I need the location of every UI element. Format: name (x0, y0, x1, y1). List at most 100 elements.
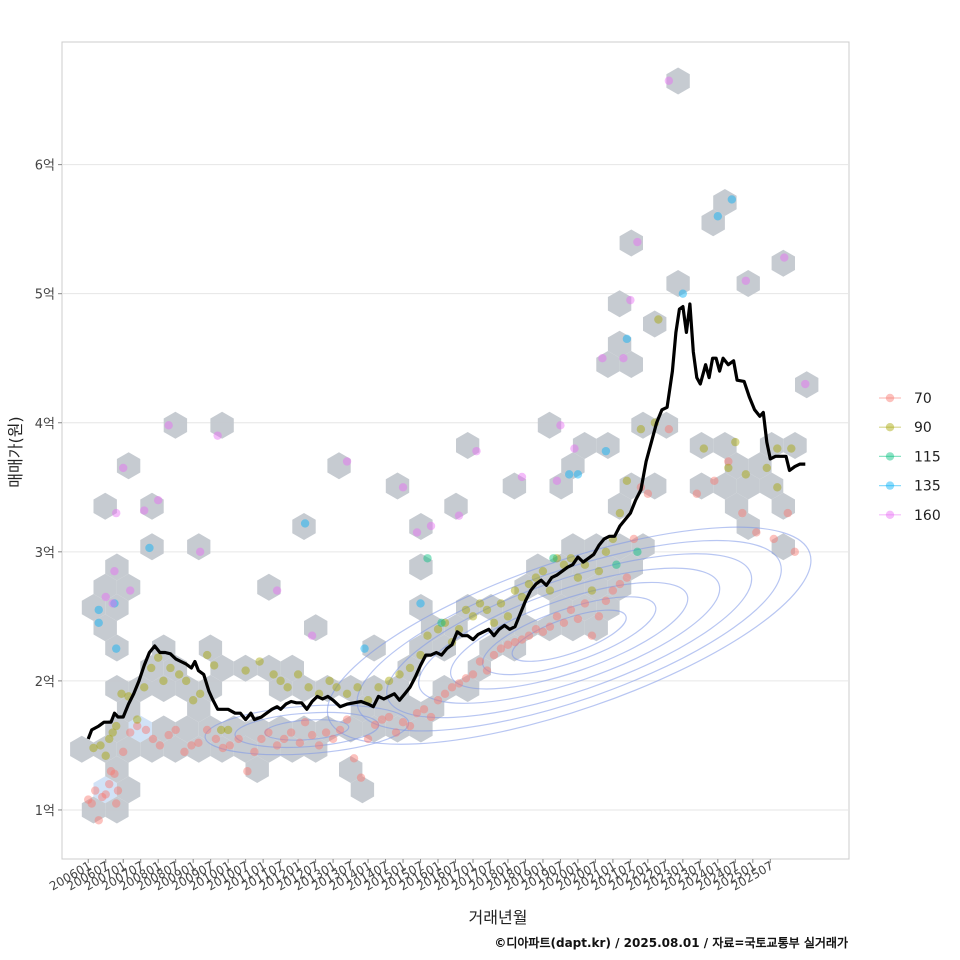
x-axis-ticks: 2006012006072007012007072008012008072009… (47, 858, 776, 893)
y-tick-label: 5억 (35, 288, 55, 303)
hex-bin (759, 472, 784, 500)
data-point-90 (108, 728, 117, 737)
data-point-90 (139, 683, 149, 692)
hex-bin (479, 594, 503, 621)
data-point-160 (552, 476, 562, 486)
data-point-70 (384, 712, 394, 722)
data-point-70 (622, 573, 632, 582)
hex-bin (783, 432, 807, 459)
hex-bin (537, 614, 562, 642)
hex-bin (549, 553, 573, 581)
hex-bin (280, 654, 304, 682)
data-point-90 (101, 751, 110, 760)
data-point-90 (146, 663, 156, 673)
data-point-135 (678, 289, 688, 298)
data-point-90 (342, 689, 352, 698)
data-point-160 (307, 631, 317, 640)
data-point-90 (545, 586, 555, 595)
hex-bin (105, 796, 129, 824)
hex-bin (198, 634, 223, 662)
data-point-70 (300, 717, 310, 727)
legend-label: 160 (914, 508, 941, 524)
data-point-160 (412, 528, 422, 537)
data-point-135 (622, 334, 632, 344)
data-point-70 (321, 728, 331, 737)
data-point-70 (363, 734, 373, 744)
data-point-90 (741, 470, 751, 479)
hex-bin (619, 229, 643, 257)
data-point-160 (126, 586, 135, 595)
data-point-160 (426, 521, 436, 531)
data-point-70 (398, 717, 408, 727)
hex-bin (280, 735, 304, 763)
data-point-90 (699, 444, 709, 453)
data-point-70 (510, 637, 520, 647)
data-point-70 (91, 786, 100, 795)
data-point-70 (257, 734, 266, 744)
data-point-115 (612, 560, 621, 569)
data-point-90 (787, 444, 796, 453)
hex-bin (210, 411, 234, 439)
hex-bin (748, 452, 772, 480)
data-point-135 (145, 543, 154, 553)
data-point-70 (538, 627, 548, 637)
hex-bin (339, 756, 363, 783)
hex-bin (549, 594, 573, 621)
hex-bin (409, 513, 433, 540)
data-point-70 (112, 799, 121, 808)
hex-bin (514, 614, 538, 642)
hex-bin (526, 553, 550, 581)
hex-bin (713, 472, 737, 500)
data-point-70 (84, 795, 93, 804)
data-point-70 (559, 618, 569, 628)
hex-bin (339, 715, 363, 743)
data-point-70 (412, 708, 422, 718)
hex-bin (643, 472, 667, 500)
data-point-90 (468, 612, 478, 621)
data-point-135 (94, 605, 103, 615)
data-point-70 (342, 715, 352, 724)
hex-bin (713, 432, 737, 459)
data-point-90 (594, 566, 604, 576)
data-point-70 (202, 725, 212, 735)
hex-bin (105, 594, 129, 621)
data-point-90 (166, 663, 175, 673)
data-point-70 (356, 773, 366, 782)
hex-bin (257, 654, 281, 682)
data-point-90 (216, 725, 226, 735)
hex-bin (736, 270, 760, 297)
data-point-90 (517, 592, 527, 602)
data-point-160 (517, 472, 527, 482)
hex-bin (666, 67, 690, 95)
hex-bin (467, 654, 491, 682)
data-point-70 (545, 622, 555, 631)
hex-bin (596, 432, 620, 459)
hex-bin (233, 735, 258, 763)
data-point-70 (328, 734, 338, 744)
hex-bin (163, 735, 188, 763)
data-point-135 (112, 644, 121, 653)
hex-bin (257, 735, 281, 763)
hex-bin (105, 553, 129, 581)
data-point-90 (188, 696, 198, 705)
data-point-90 (283, 683, 292, 692)
hex-bin (140, 533, 164, 561)
hex-bin (631, 411, 655, 439)
y-tick-label: 6억 (35, 159, 55, 174)
hex-bin (701, 209, 725, 237)
data-point-90 (773, 483, 782, 492)
hex-bin (724, 452, 749, 480)
hex-bin (607, 492, 632, 520)
data-point-70 (307, 730, 317, 740)
data-point-90 (489, 618, 499, 628)
legend-key-point (885, 510, 895, 519)
data-point-90 (241, 666, 250, 675)
data-point-70 (531, 625, 541, 634)
y-axis-title: 매매가(원) (6, 416, 25, 487)
data-point-70 (608, 586, 618, 595)
hex-bin (292, 513, 316, 540)
hex-bin (268, 675, 293, 702)
data-point-90 (510, 586, 520, 595)
data-point-160 (598, 354, 607, 363)
hex-bin (350, 776, 375, 804)
